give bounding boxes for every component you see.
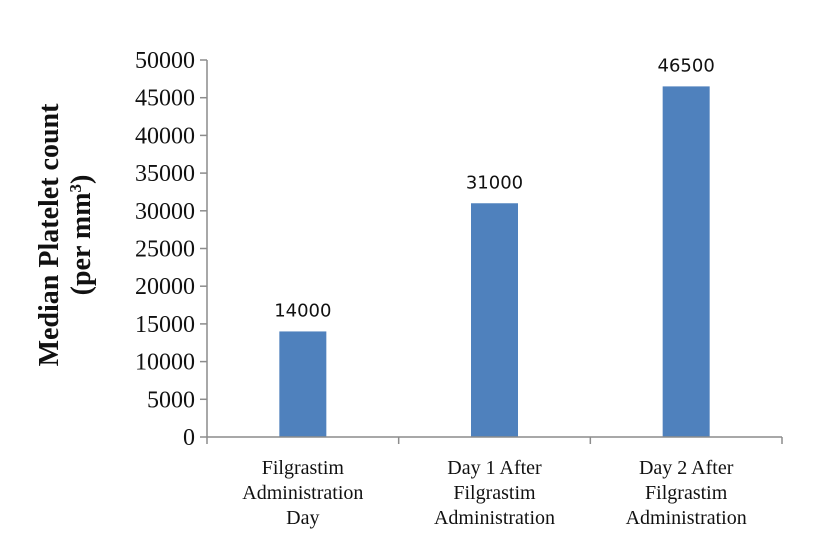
bars: 14000 31000 46500 [274, 55, 715, 437]
y-tick-label: 35000 [135, 161, 195, 187]
x-category-label-line: Filgrastim [453, 482, 536, 504]
x-category-label-line: Filgrastim [645, 482, 728, 504]
bar-data-label: 46500 [658, 55, 715, 76]
y-axis-label-line2-prefix: (per mm [66, 192, 97, 295]
bar [662, 86, 710, 437]
y-tick-label: 30000 [135, 199, 195, 225]
x-category-label-line: Day 2 After [639, 457, 734, 479]
x-category-label-line: Administration [626, 507, 747, 529]
y-tick-label: 25000 [135, 237, 195, 263]
y-axis-label-line2-suffix: ) [66, 175, 97, 184]
y-axis-label-line1: Median Platelet count [34, 103, 65, 367]
svg-text:(per mm3): (per mm3) [66, 175, 98, 296]
x-axis: Filgrastim Administration Day Day 1 After Fi… [206, 436, 783, 529]
bar-data-label: 14000 [274, 300, 331, 321]
x-category-label-line: Filgrastim [262, 457, 345, 479]
y-tick-label: 50000 [135, 48, 195, 74]
x-category-label-line: Administration [434, 507, 555, 529]
bar-data-label: 31000 [466, 172, 523, 193]
y-axis-label-superscript: 3 [66, 184, 85, 193]
bar [279, 331, 327, 437]
x-category-label: Filgrastim Administration Day [242, 457, 363, 529]
bar [471, 203, 518, 437]
y-tick-label: 40000 [135, 123, 195, 149]
y-axis: 0 5000 10000 15000 20000 25000 30000 35000 40000… [135, 48, 208, 451]
y-axis-label: Median Platelet count (per mm3) [34, 103, 97, 367]
x-category-label: Day 1 After Filgrastim Administration [434, 457, 555, 529]
y-tick-label: 5000 [147, 387, 195, 413]
svg-text:Median Platelet count: Median Platelet count [34, 103, 65, 367]
x-category-label: Day 2 After Filgrastim Administration [626, 457, 747, 529]
y-tick-label: 20000 [135, 274, 195, 300]
y-tick-label: 10000 [135, 350, 195, 376]
y-tick-label: 15000 [135, 312, 195, 338]
y-tick-label: 0 [183, 425, 195, 451]
x-category-label-line: Day 1 After [447, 457, 542, 479]
y-tick-label: 45000 [135, 86, 195, 112]
x-category-label-line: Administration [242, 482, 363, 504]
x-category-label-line: Day [286, 507, 319, 529]
